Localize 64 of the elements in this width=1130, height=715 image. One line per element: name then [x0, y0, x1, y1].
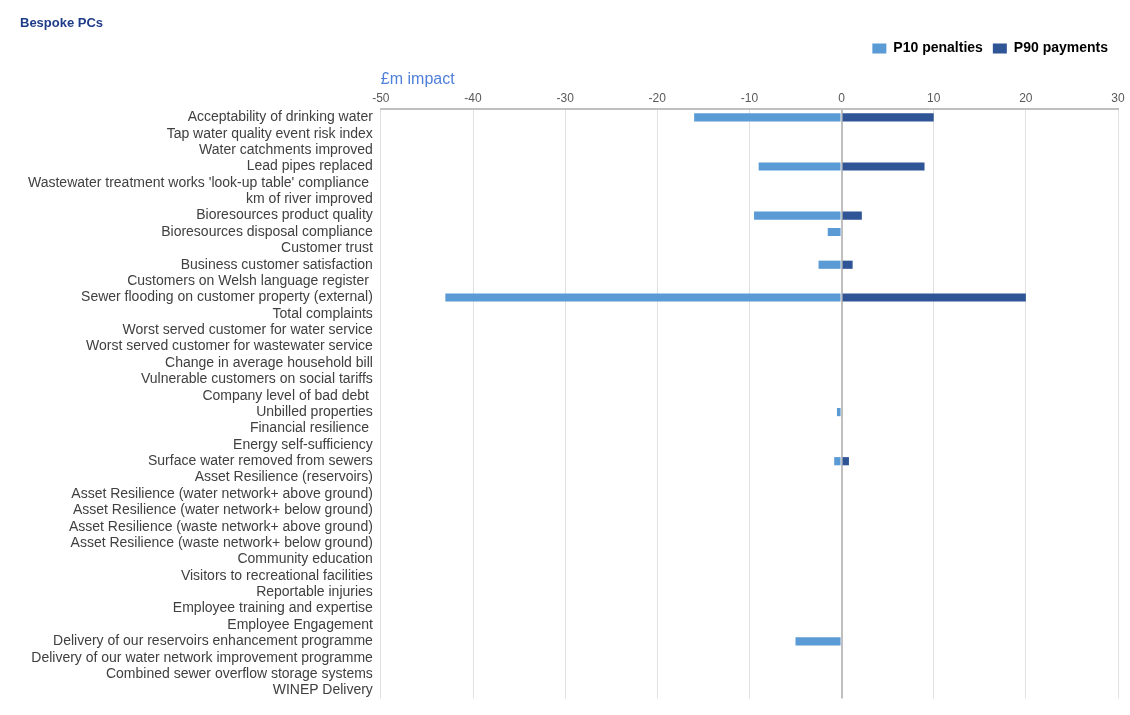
y-tick-label: Employee Engagement — [227, 615, 373, 632]
y-tick-label: Asset Resilience (water network+ below ground) — [72, 501, 373, 518]
y-tick-label: Bioresources product quality — [196, 206, 373, 223]
y-tick-label: Visitors to recreational facilities — [180, 566, 373, 583]
y-tick-label: Customers on Welsh language register — [127, 271, 373, 288]
bar — [834, 457, 841, 466]
legend-label: P90 payments — [1013, 39, 1109, 56]
bar — [445, 293, 841, 302]
y-tick-label: Surface water removed from sewers — [148, 452, 373, 469]
y-tick-label: Sewer flooding on customer property (external) — [81, 288, 373, 305]
y-tick-label: Water catchments improved — [199, 140, 373, 157]
y-tick-label: km of river improved — [246, 190, 373, 207]
bar — [827, 227, 841, 237]
bar — [842, 293, 1026, 302]
y-tick-label: Financial resilience — [249, 419, 373, 436]
y-tick-label: Reportable injuries — [256, 583, 373, 600]
y-tick-label: Customer trust — [281, 239, 373, 256]
y-tick-label: Unbilled properties — [256, 402, 373, 419]
y-tick-label: Asset Resilience (water network+ above ground) — [71, 484, 373, 501]
x-tick-label: -30 — [556, 91, 575, 106]
bar — [842, 457, 849, 466]
x-tick-label: -10 — [740, 91, 759, 106]
bar — [836, 407, 841, 417]
y-tick-label: Total complaints — [272, 304, 373, 321]
y-tick-label: Vulnerable customers on social tariffs — [140, 370, 373, 387]
bar — [842, 113, 934, 122]
bar — [795, 637, 841, 646]
bar — [694, 113, 841, 122]
x-tick-label: -50 — [372, 91, 390, 106]
y-tick-label: Asset Resilience (waste network+ below ground) — [70, 533, 373, 550]
y-tick-label: Asset Resilience (reservoirs) — [194, 468, 373, 485]
bar — [842, 211, 862, 220]
x-tick-label: -40 — [464, 91, 482, 106]
text: Bespoke PCs — [20, 15, 104, 31]
y-tick-label: Change in average household bill — [165, 353, 373, 370]
y-tick-label: Business customer satisfaction — [180, 255, 373, 272]
y-tick-label: Asset Resilience (waste network+ above ground) — [68, 517, 373, 534]
y-tick-label: Wastewater treatment works 'look-up table' compliance — [28, 173, 373, 190]
y-tick-label: Combined sewer overflow storage systems — [105, 664, 373, 681]
y-tick-label: Tap water quality event risk index — [166, 124, 373, 141]
x-tick-label: 30 — [1111, 91, 1125, 106]
y-tick-label: Delivery of our water network improvement programme — [31, 648, 374, 665]
bar — [818, 260, 841, 269]
y-tick-label: Worst served customer for water service — [122, 321, 374, 338]
y-tick-label: Delivery of our reservoirs enhancement programme — [53, 632, 374, 649]
legend-label: P10 penalties — [893, 39, 984, 56]
x-tick-label: -20 — [648, 91, 667, 106]
x-axis-title: £m impact — [380, 69, 456, 87]
y-tick-label: Employee training and expertise — [172, 599, 374, 616]
x-tick-label: 0 — [838, 91, 846, 106]
bar — [842, 260, 853, 269]
y-tick-label: Bioresources disposal compliance — [161, 222, 374, 239]
y-tick-label: Acceptability of drinking water — [187, 108, 374, 125]
x-tick-label: 20 — [1019, 91, 1033, 106]
y-tick-label: Energy self-sufficiency — [233, 435, 373, 452]
y-tick-label: Lead pipes replaced — [246, 157, 373, 174]
y-tick-label: Worst served customer for wastewater service — [86, 337, 374, 354]
x-tick-label: 10 — [927, 91, 941, 106]
bar — [758, 162, 841, 171]
bar — [754, 211, 841, 220]
y-tick-label: Company level of bad debt — [202, 386, 373, 403]
bar — [842, 162, 925, 171]
y-tick-label: Community education — [237, 550, 373, 567]
y-tick-label: WINEP Delivery — [272, 681, 373, 698]
